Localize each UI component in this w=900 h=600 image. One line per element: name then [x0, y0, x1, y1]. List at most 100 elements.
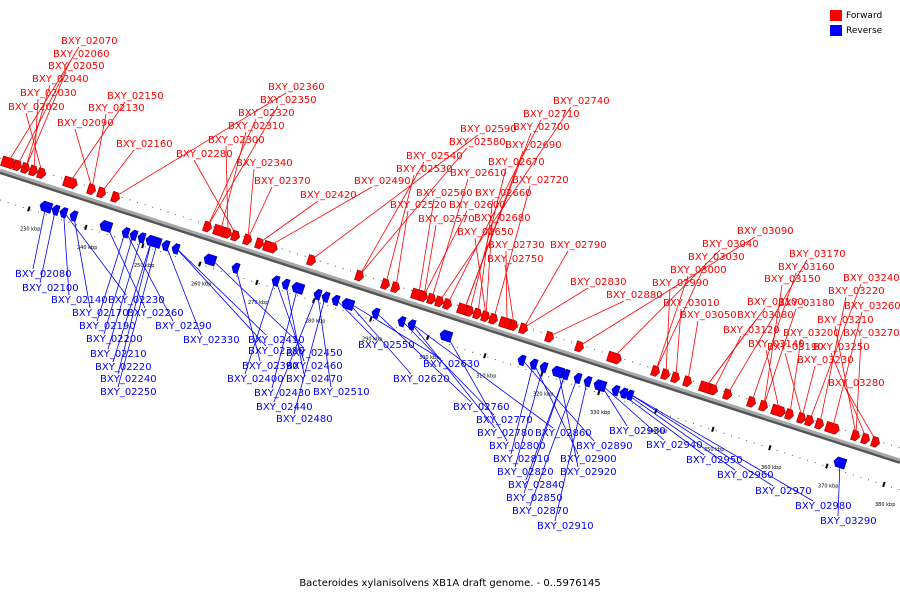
forward-gene-leader — [17, 59, 72, 165]
axis-tick-mark — [141, 242, 145, 249]
forward-gene — [354, 269, 364, 282]
forward-gene-leader — [385, 174, 415, 284]
forward-gene-leader — [675, 308, 682, 377]
forward-gene-label: BXY_03170 — [789, 249, 846, 260]
reverse-gene — [625, 389, 635, 401]
reverse-gene-leader — [125, 231, 174, 322]
reverse-gene-leader — [209, 257, 305, 349]
forward-gene-leader — [464, 150, 524, 308]
forward-gene-label: BXY_02710 — [523, 109, 580, 120]
forward-gene-label: BXY_02320 — [238, 108, 295, 119]
forward-gene-label: BXY_02070 — [61, 36, 118, 47]
reverse-gene — [517, 354, 527, 367]
axis-tick-mark — [27, 206, 31, 212]
forward-gene-label: BXY_03230 — [797, 355, 854, 366]
forward-gene — [670, 371, 680, 384]
forward-gene-leader — [727, 259, 808, 394]
axis-tick-label: 370 kbp — [818, 484, 838, 490]
forward-gene-leader — [523, 287, 589, 328]
forward-gene-label: BXY_03080 — [737, 310, 794, 321]
reverse-gene-label: BXY_02780 — [477, 428, 534, 439]
reverse-gene-leader — [401, 319, 495, 416]
forward-gene-label: BXY_02540 — [406, 151, 463, 162]
reverse-gene-label: BXY_02410 — [248, 335, 305, 346]
forward-gene-leader — [855, 338, 862, 435]
forward-gene-leader — [395, 210, 409, 287]
forward-gene — [36, 167, 46, 179]
reverse-gene — [397, 316, 407, 328]
forward-gene — [202, 220, 212, 233]
forward-gene — [254, 237, 264, 250]
forward-gene-label: BXY_02490 — [354, 176, 411, 187]
reverse-gene-leader — [285, 282, 305, 375]
forward-gene-label: BXY_02530 — [396, 164, 453, 175]
axis-tick-mark — [255, 279, 259, 286]
forward-gene — [480, 310, 490, 322]
reverse-gene — [231, 262, 241, 275]
forward-gene-label: BXY_03220 — [828, 286, 885, 297]
reverse-gene — [171, 243, 181, 255]
forward-gene-label: BXY_02160 — [116, 139, 173, 150]
forward-gene-label: BXY_03040 — [702, 239, 759, 250]
reverse-gene-leader — [599, 383, 628, 427]
forward-gene-label: BXY_02880 — [606, 290, 663, 301]
axis-tick-label: 260 kbp — [191, 282, 211, 288]
reverse-gene-leader — [523, 372, 566, 494]
reverse-gene — [371, 307, 381, 320]
reverse-gene — [99, 220, 114, 234]
forward-gene-leader — [784, 352, 803, 418]
forward-gene-label: BXY_02360 — [268, 82, 325, 93]
forward-gene-label: BXY_02420 — [300, 190, 357, 201]
forward-gene-leader — [809, 283, 862, 420]
legend-label-reverse: Reverse — [846, 25, 883, 36]
reverse-gene-leader — [521, 358, 595, 442]
reverse-gene-leader — [375, 311, 472, 403]
forward-gene — [850, 429, 860, 442]
reverse-gene-leader — [347, 301, 412, 375]
reverse-track-line — [0, 199, 900, 491]
forward-gene-leader — [33, 98, 39, 170]
reverse-gene-label: BXY_02810 — [493, 454, 550, 465]
forward-gene-label: BXY_03160 — [778, 262, 835, 273]
reverse-gene — [593, 379, 608, 393]
forward-gene-leader — [713, 335, 742, 389]
legend-item-forward: Forward — [830, 8, 892, 23]
reverse-gene-leader — [510, 362, 534, 455]
axis-tick-mark — [483, 353, 487, 359]
forward-gene-label: BXY_02600 — [449, 200, 506, 211]
forward-gene-label: BXY_02350 — [260, 95, 317, 106]
forward-gene-label: BXY_02720 — [512, 175, 569, 186]
reverse-gene-label: BXY_02630 — [423, 359, 480, 370]
forward-gene-leader — [25, 112, 43, 173]
axis-tick-mark — [825, 463, 829, 469]
forward-gene — [110, 190, 120, 203]
forward-gene-label: BXY_03010 — [663, 298, 720, 309]
forward-gene-leader — [25, 71, 67, 168]
reverse-gene-leader — [335, 298, 377, 341]
reverse-gene-label: BXY_02470 — [286, 374, 343, 385]
forward-gene-leader — [270, 186, 373, 246]
reverse-gene-label: BXY_02390 — [242, 361, 299, 372]
reverse-gene — [619, 387, 629, 400]
forward-gene-label: BXY_02650 — [457, 227, 514, 238]
forward-gene-label: BXY_02300 — [208, 135, 265, 146]
forward-gene-label: BXY_02730 — [488, 240, 545, 251]
axis-tick-label: 240 kbp — [77, 245, 97, 251]
reverse-gene-leader — [107, 236, 142, 350]
forward-gene-label: BXY_02680 — [474, 213, 531, 224]
reverse-gene — [291, 281, 306, 295]
reverse-gene-label: BXY_02190 — [79, 321, 136, 332]
forward-gene-leader — [477, 198, 494, 313]
forward-gene-label: BXY_03240 — [843, 273, 900, 284]
axis-tick-label: 360 kbp — [761, 465, 781, 471]
forward-gene-label: BXY_02310 — [228, 121, 285, 132]
forward-gene-leader — [523, 250, 569, 328]
reverse-gene-label: BXY_02820 — [497, 467, 554, 478]
axis-tick-label: 230 kbp — [20, 226, 40, 232]
forward-gene-leader — [259, 200, 319, 243]
axis-tick-mark — [882, 481, 886, 488]
axis-tick-label: 270 kbp — [248, 300, 268, 306]
reverse-gene — [39, 200, 54, 214]
forward-gene — [722, 388, 732, 400]
forward-gene-label: BXY_03210 — [817, 315, 874, 326]
